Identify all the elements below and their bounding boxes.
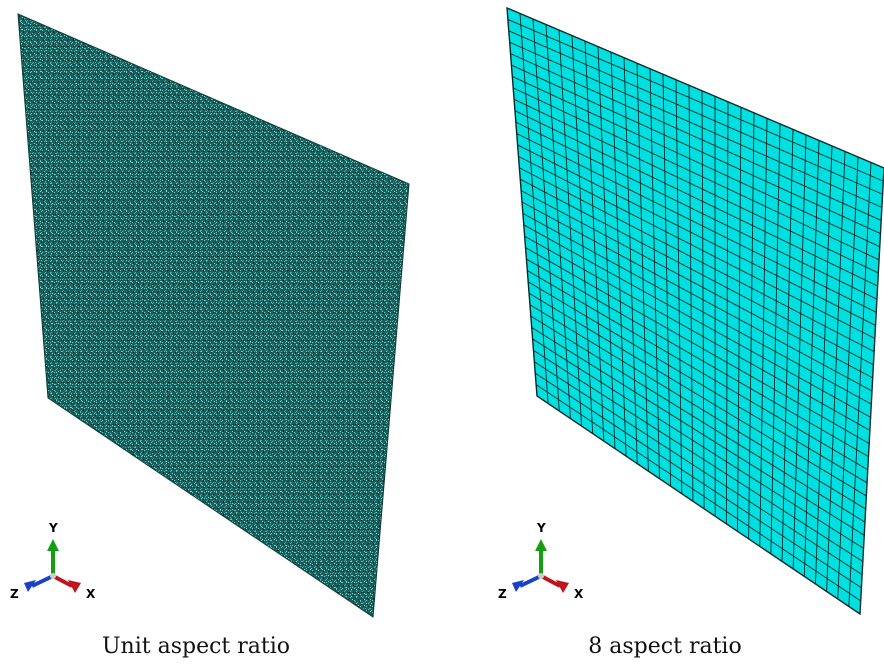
triad-x-label: X [86,587,96,601]
mesh-grid-line-horizontal [522,213,872,405]
mesh-grid-lines [507,13,884,607]
mesh-plate-unit [17,13,410,618]
triad-y-arrowhead [47,539,59,551]
triad-x-arrowhead [556,580,569,593]
triad-y-arrowhead [535,539,547,551]
mesh-grid-line-horizontal [513,98,879,274]
triad-z-label: Z [498,587,507,601]
triad-y-label: Y [536,521,546,535]
triad-x-arrow [540,574,561,588]
caption-unit-aspect-ratio: Unit aspect ratio [102,634,290,659]
mesh-grid-line-horizontal [511,64,881,234]
mesh-grid-line-horizontal [532,338,864,549]
mesh-grid-line-horizontal [519,167,875,353]
triad-origin [50,573,56,579]
caption-8-aspect-ratio: 8 aspect ratio [588,634,742,659]
mesh-grid-line-horizontal [508,30,883,195]
mesh-grid-line-horizontal [512,87,880,261]
mesh-plate-coarse-outline [506,6,884,616]
mesh-grid-line-horizontal [521,201,873,392]
mesh-grid-line-horizontal [509,41,883,208]
triad-x-arrowhead [68,580,81,593]
triad-y-label: Y [48,521,58,535]
mesh-grid-line-horizontal [515,121,878,300]
triad-z-label: Z [10,587,19,601]
mesh-grid-line-horizontal [533,349,864,562]
mesh-grid-line-horizontal [531,327,865,536]
mesh-grid-line-horizontal [527,281,868,484]
mesh-grid-line-horizontal [516,133,877,313]
mesh-grid-line-horizontal [525,247,870,444]
mesh-grid-line-horizontal [507,18,884,182]
axis-triad-left: Y X Z [10,521,96,601]
mesh-grid-line-horizontal [518,155,876,339]
triad-z-arrow [31,574,54,588]
mesh-grid-line-horizontal [529,304,866,510]
mesh-grid-line-horizontal [530,315,866,523]
mesh-plate-unit-speckle [18,14,409,617]
triad-x-arrow [52,574,73,588]
triad-x-label: X [574,587,584,601]
mesh-grid-line-horizontal [534,372,862,589]
mesh-grid-line-horizontal [517,144,876,326]
triad-z-arrow [519,574,542,588]
mesh-grid-line-horizontal [528,292,867,497]
mesh-grid-line-horizontal [535,384,861,602]
mesh-grid-line-horizontal [527,270,868,471]
axis-triad-right: Y X Z [498,521,584,601]
mesh-grid-line-horizontal [510,53,882,221]
mesh-grid-line-horizontal [524,235,871,431]
mesh-plate-unit-outline [17,13,410,618]
mesh-grid-line-horizontal [523,224,871,418]
triad-origin [538,573,544,579]
mesh-grid-line-horizontal [514,110,878,287]
mesh-grid-line-horizontal [520,178,874,366]
mesh-grid-line-horizontal [526,258,869,457]
mesh-grid-line-horizontal [512,76,880,248]
mesh-grid-line-horizontal [534,361,863,576]
mesh-plate-coarse [506,6,884,616]
triad-z-arrowhead [512,580,524,592]
triad-z-arrowhead [24,580,36,592]
mesh-grid-line-horizontal [520,190,873,379]
